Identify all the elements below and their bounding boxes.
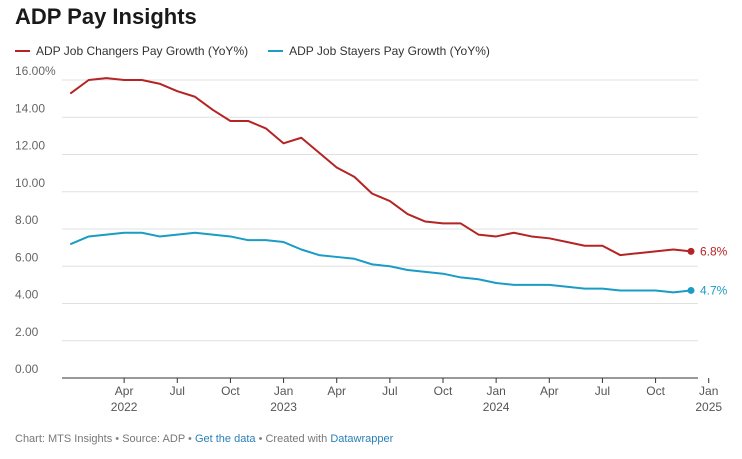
datawrapper-link[interactable]: Datawrapper xyxy=(330,433,394,445)
x-tick-label: Jul xyxy=(170,384,185,398)
chart-title: ADP Pay Insights xyxy=(15,4,197,29)
axes: 0.00 2.00 4.00 6.00 8.00 10.00 12.00 14.00 16.00… xyxy=(15,64,722,414)
footer-source: Source: ADP xyxy=(122,433,185,445)
chart-legend: ADP Job Changers Pay Growth (YoY%) ADP J… xyxy=(15,44,490,58)
series-lines: 6.8% 4.7% xyxy=(70,77,728,297)
x-year-label: 2023 xyxy=(270,400,297,414)
x-tick-label: Oct xyxy=(646,384,665,398)
end-marker-stayers xyxy=(687,286,695,294)
legend-label-stayers: ADP Job Stayers Pay Growth (YoY%) xyxy=(289,44,490,58)
legend-item-stayers: ADP Job Stayers Pay Growth (YoY%) xyxy=(268,44,490,58)
x-year-label: 2024 xyxy=(483,400,510,414)
legend-item-changers: ADP Job Changers Pay Growth (YoY%) xyxy=(15,44,248,58)
x-tick-label: Apr xyxy=(540,384,559,398)
legend-label-changers: ADP Job Changers Pay Growth (YoY%) xyxy=(36,44,249,58)
y-tick-label: 10.00 xyxy=(15,176,45,190)
legend-swatch-changers xyxy=(15,50,30,52)
series-line-stayers xyxy=(70,231,692,294)
y-tick-label: 0.00 xyxy=(15,362,39,376)
y-tick-label: 14.00 xyxy=(15,101,45,115)
footer-chart-by: Chart: MTS Insights xyxy=(15,433,113,445)
end-label-stayers: 4.7% xyxy=(700,283,728,297)
footer-created-with: Created with xyxy=(265,433,328,445)
y-tick-label: 4.00 xyxy=(15,288,39,302)
footer-separator: • xyxy=(188,433,192,445)
chart-footer: Chart: MTS Insights • Source: ADP • Get … xyxy=(15,433,393,445)
footer-separator: • xyxy=(115,433,120,445)
x-year-label: 2022 xyxy=(111,400,138,414)
x-tick-label: Jan xyxy=(699,384,718,398)
y-tick-label: 6.00 xyxy=(15,250,39,264)
y-tick-label: 2.00 xyxy=(15,325,39,339)
x-year-label: 2025 xyxy=(695,400,722,414)
x-tick-label: Jan xyxy=(486,384,505,398)
get-the-data-link[interactable]: Get the data xyxy=(194,433,256,445)
footer-separator: • xyxy=(258,433,263,445)
x-tick-label: Jul xyxy=(595,384,610,398)
legend-swatch-stayers xyxy=(268,50,284,52)
y-tick-label: 16.00% xyxy=(15,64,56,78)
gridlines xyxy=(62,79,698,379)
x-tick-label: Jul xyxy=(382,384,397,398)
end-marker-changers xyxy=(687,247,695,255)
y-tick-label: 8.00 xyxy=(15,213,39,227)
series-line-changers xyxy=(70,77,692,257)
x-tick-label: Oct xyxy=(221,384,240,398)
x-tick-label: Apr xyxy=(115,384,134,398)
line-chart: 0.00 2.00 4.00 6.00 8.00 10.00 12.00 14.00 16.00… xyxy=(15,64,728,414)
y-tick-label: 12.00 xyxy=(15,139,45,153)
x-tick-label: Jan xyxy=(274,384,293,398)
x-tick-label: Apr xyxy=(327,384,346,398)
x-tick-label: Oct xyxy=(434,384,453,398)
end-label-changers: 6.8% xyxy=(700,244,728,258)
